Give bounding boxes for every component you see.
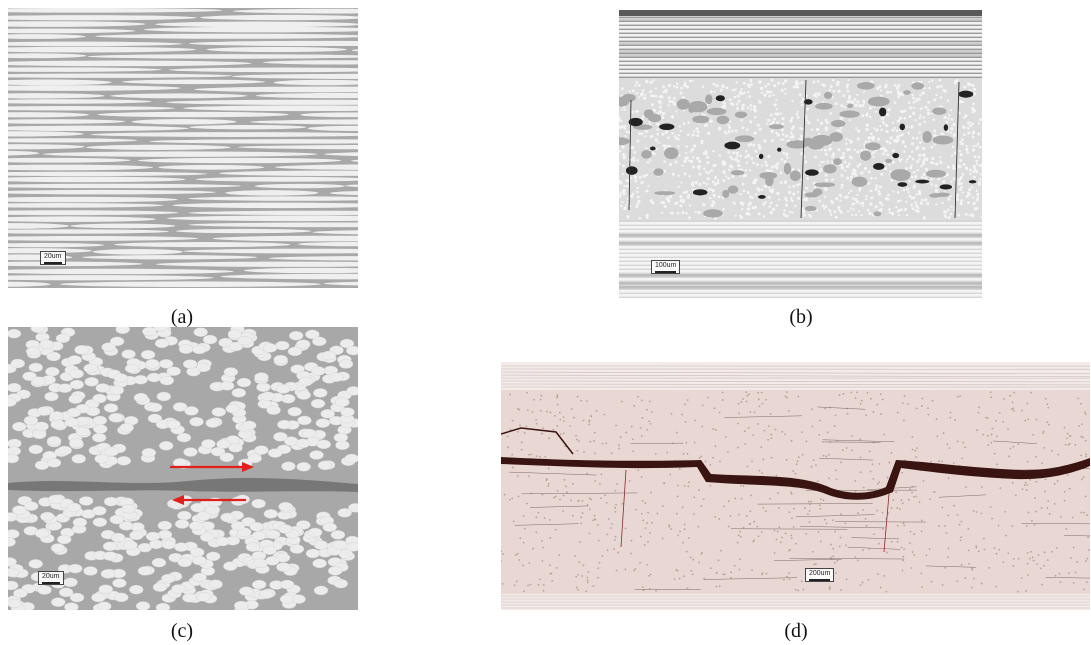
caption-d: (d): [784, 620, 808, 642]
caption-c: (c): [170, 620, 194, 642]
micrograph-b-image: [619, 10, 982, 298]
micrograph-c: 20um: [8, 327, 358, 610]
micrograph-c-image: [8, 327, 358, 610]
scale-bar-c: 20um: [38, 571, 64, 585]
micrograph-b: 100um: [619, 10, 982, 298]
micrograph-a: 20um: [8, 8, 358, 288]
scale-bar-a: 20um: [40, 251, 66, 265]
caption-b: (b): [789, 306, 813, 328]
micrograph-a-image: [8, 8, 358, 288]
scale-bar-d: 200um: [805, 568, 835, 582]
caption-a: (a): [170, 306, 194, 328]
micrograph-d-image: [501, 362, 1090, 610]
micrograph-d: 200um: [501, 362, 1090, 610]
scale-bar-b: 100um: [651, 260, 681, 274]
